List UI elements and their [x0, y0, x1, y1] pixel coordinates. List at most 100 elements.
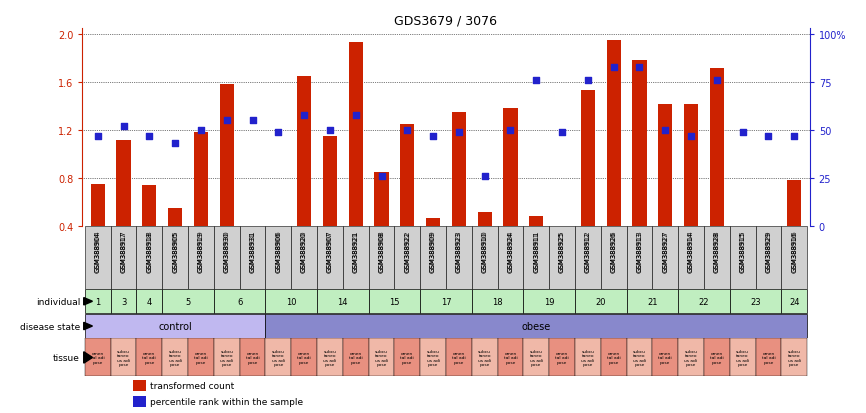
Bar — [678, 226, 704, 289]
Bar — [498, 226, 523, 289]
Text: control: control — [158, 321, 192, 331]
Bar — [523, 339, 549, 377]
Bar — [369, 290, 420, 313]
Text: disease state: disease state — [20, 322, 80, 331]
Bar — [214, 226, 240, 289]
Text: 5: 5 — [185, 297, 191, 306]
Point — [400, 127, 414, 134]
Bar — [323, 137, 337, 226]
Text: 6: 6 — [237, 297, 242, 306]
Bar — [627, 226, 652, 289]
Point — [323, 127, 337, 134]
Bar — [394, 226, 420, 289]
Text: GSM388907: GSM388907 — [326, 232, 333, 271]
Bar — [627, 339, 652, 377]
Bar — [265, 290, 317, 313]
Bar — [601, 226, 627, 289]
Bar — [420, 226, 446, 289]
Text: omen
tal adi
pose: omen tal adi pose — [246, 351, 260, 364]
Text: subcu
taneo
us adi
pose: subcu taneo us adi pose — [272, 349, 285, 366]
Text: GSM388912: GSM388912 — [585, 230, 591, 272]
Text: GSM388910: GSM388910 — [481, 232, 488, 271]
Point — [684, 133, 698, 140]
Bar — [575, 339, 601, 377]
Point — [194, 127, 208, 134]
Bar — [446, 226, 472, 289]
Bar — [137, 339, 162, 377]
Bar — [214, 339, 240, 377]
Text: GSM388926: GSM388926 — [611, 230, 617, 272]
Text: 1: 1 — [95, 297, 100, 306]
Text: subcu
taneo
us adi
pose: subcu taneo us adi pose — [169, 349, 182, 366]
Text: GSM388916: GSM388916 — [792, 230, 798, 272]
Text: 19: 19 — [544, 297, 554, 306]
Text: GSM388927: GSM388927 — [662, 230, 669, 272]
Text: GSM388914: GSM388914 — [688, 230, 694, 272]
Point — [761, 133, 775, 140]
Point — [452, 129, 466, 136]
Bar — [91, 185, 105, 226]
Bar — [781, 226, 807, 289]
Bar — [472, 226, 498, 289]
Text: GSM388922: GSM388922 — [404, 230, 410, 272]
Bar — [188, 226, 214, 289]
Text: 3: 3 — [121, 297, 126, 306]
Bar — [523, 290, 575, 313]
Text: subcu
taneo
us adi
pose: subcu taneo us adi pose — [427, 349, 440, 366]
Bar — [133, 396, 146, 407]
Bar — [420, 290, 472, 313]
Point — [632, 64, 646, 71]
Polygon shape — [84, 323, 93, 330]
Bar — [400, 125, 415, 226]
Text: GSM388930: GSM388930 — [223, 232, 229, 271]
Bar — [214, 290, 265, 313]
Text: GSM388905: GSM388905 — [172, 230, 178, 272]
Text: GSM388924: GSM388924 — [507, 232, 514, 271]
Text: obese: obese — [521, 321, 551, 331]
Text: 14: 14 — [338, 297, 348, 306]
Text: omen
tal adi
pose: omen tal adi pose — [555, 351, 569, 364]
Text: 22: 22 — [699, 297, 709, 306]
Bar — [575, 226, 601, 289]
Text: 21: 21 — [647, 297, 657, 306]
Bar — [452, 113, 466, 226]
Point — [91, 133, 105, 140]
Bar — [194, 133, 208, 226]
Point — [117, 123, 131, 130]
Text: GSM388923: GSM388923 — [456, 232, 462, 271]
Text: 18: 18 — [492, 297, 503, 306]
Bar — [374, 173, 389, 226]
Text: omen
tal adi
pose: omen tal adi pose — [349, 351, 363, 364]
Bar — [606, 41, 621, 226]
Bar — [678, 339, 704, 377]
Text: GSM388925: GSM388925 — [559, 230, 565, 272]
Text: subcu
taneo
us adi
pose: subcu taneo us adi pose — [375, 349, 388, 366]
Bar — [684, 104, 698, 226]
Text: subcu
taneo
us adi
pose: subcu taneo us adi pose — [581, 349, 594, 366]
Bar — [116, 140, 131, 226]
Text: GSM388922: GSM388922 — [404, 232, 410, 271]
Bar — [710, 69, 724, 226]
Text: GSM388914: GSM388914 — [688, 232, 694, 271]
Bar — [85, 314, 265, 339]
Text: subcu
taneo
us adi
pose: subcu taneo us adi pose — [788, 349, 801, 366]
Text: omen
tal adi
pose: omen tal adi pose — [400, 351, 414, 364]
Text: GSM388929: GSM388929 — [766, 232, 772, 271]
Point — [375, 173, 389, 180]
Text: GSM388904: GSM388904 — [94, 230, 100, 272]
Bar — [317, 226, 343, 289]
Polygon shape — [84, 298, 93, 305]
Point — [246, 118, 260, 124]
Bar — [420, 339, 446, 377]
Text: omen
tal adi
pose: omen tal adi pose — [504, 351, 517, 364]
Text: 4: 4 — [146, 297, 152, 306]
Bar — [394, 339, 420, 377]
Text: GSM388913: GSM388913 — [637, 230, 643, 272]
Text: omen
tal adi
pose: omen tal adi pose — [761, 351, 775, 364]
Text: 17: 17 — [441, 297, 451, 306]
Text: GSM388906: GSM388906 — [275, 232, 281, 271]
Bar — [137, 290, 162, 313]
Bar — [704, 226, 730, 289]
Text: omen
tal adi
pose: omen tal adi pose — [143, 351, 156, 364]
Bar — [601, 339, 627, 377]
